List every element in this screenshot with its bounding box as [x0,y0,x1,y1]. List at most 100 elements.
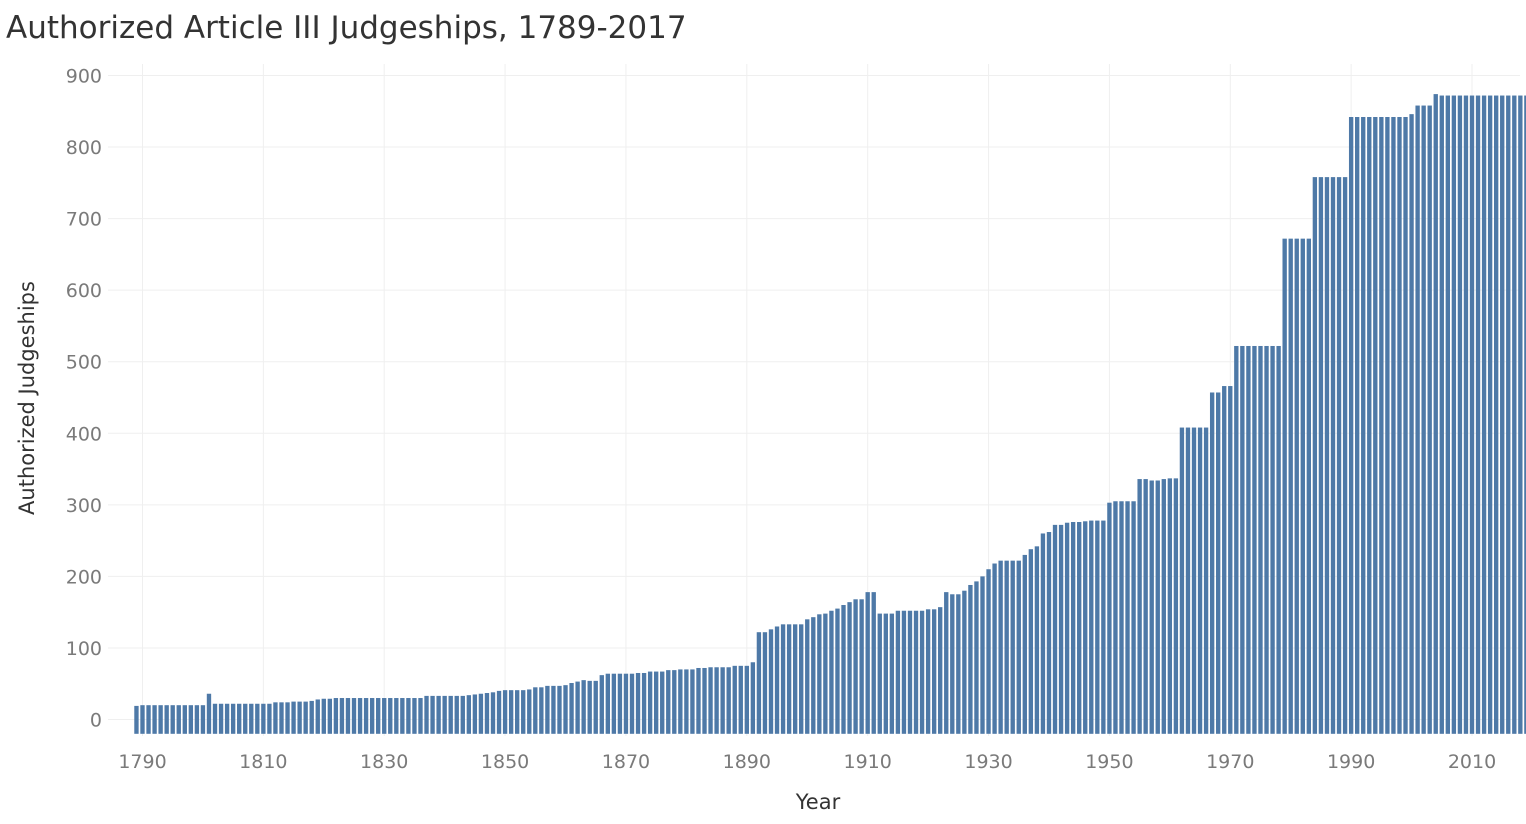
bar [297,701,302,734]
bar [702,667,707,734]
bar [1451,95,1457,734]
bar [188,705,194,734]
y-tick-label: 700 [66,209,102,231]
y-tick-label: 900 [66,66,102,88]
bar [593,680,598,734]
bar [1040,533,1046,734]
bar [799,624,804,734]
bar [726,667,731,734]
bar [684,669,689,734]
bar [224,703,230,734]
bar [176,705,181,734]
x-tick-label: 1890 [723,751,771,773]
bar [557,685,562,734]
y-tick-label: 400 [66,423,102,445]
bar [255,703,260,734]
bar [968,584,973,734]
x-tick-label: 1990 [1327,751,1375,773]
bar [1391,117,1396,734]
bar [1113,501,1118,734]
bar [152,705,157,734]
bar [1336,177,1342,734]
x-axis-ticks: 1790 1810 1830 1850 1870 1890 1910 1930 1950 1970… [118,751,1496,773]
bar [992,563,997,734]
bar [1385,117,1390,734]
bar [678,669,683,734]
y-tick-label: 0 [90,710,102,732]
bar [1058,524,1064,734]
bar [1028,549,1034,734]
bar [1209,392,1215,734]
bar [1240,345,1245,734]
bar [1095,520,1100,734]
bar [1264,345,1269,734]
x-tick-label: 2010 [1448,751,1496,773]
bar [1282,238,1287,734]
bar [672,670,677,734]
bar [1439,95,1444,734]
bar [448,695,453,734]
bar [1131,501,1136,734]
bar [1077,522,1082,734]
bar [847,602,852,734]
bar [623,673,629,734]
bar [158,705,163,734]
bar [412,698,417,734]
bar [871,592,876,734]
bar [956,594,961,734]
bar [1246,345,1251,734]
bar [1064,522,1070,734]
bar [931,609,937,734]
bar [889,613,895,734]
bar [575,681,580,734]
bar [418,698,423,734]
bar [279,702,284,734]
bar [756,632,762,734]
x-axis-title: Year [795,790,841,814]
bar [533,687,538,734]
bar [581,680,586,734]
bar [472,694,478,734]
bar [1409,114,1414,734]
bar [515,690,520,734]
bar [853,599,858,734]
bar [1004,560,1009,734]
bar [218,703,224,734]
bar [394,698,399,734]
bar [1500,95,1505,734]
bar [134,705,139,734]
y-axis-title: Authorized Judgeships [15,281,39,515]
bar [1294,238,1299,734]
bar [527,689,532,734]
bar [563,685,568,734]
bar [635,672,641,734]
bar [230,703,236,734]
bar [182,705,187,734]
bar [1167,478,1173,734]
bar [1379,117,1384,734]
bar [376,698,381,734]
x-tick-label: 1930 [964,751,1012,773]
bar [1022,554,1027,734]
bar [502,690,508,734]
bar [1046,532,1052,734]
bar [357,698,363,734]
bar [261,703,266,734]
bar [1397,117,1402,734]
bar [466,695,472,734]
bar [1487,95,1493,734]
bar [496,690,502,734]
bar [1403,117,1408,734]
bar [720,667,725,734]
bar [1191,427,1197,734]
bar [919,610,925,734]
bar [1070,522,1076,734]
bar [237,703,242,734]
x-tick-label: 1910 [844,751,892,773]
bar [980,576,985,734]
bar [1016,560,1021,734]
bar [315,699,320,734]
bar [309,700,314,734]
x-tick-label: 1790 [118,751,166,773]
bar [551,685,556,734]
